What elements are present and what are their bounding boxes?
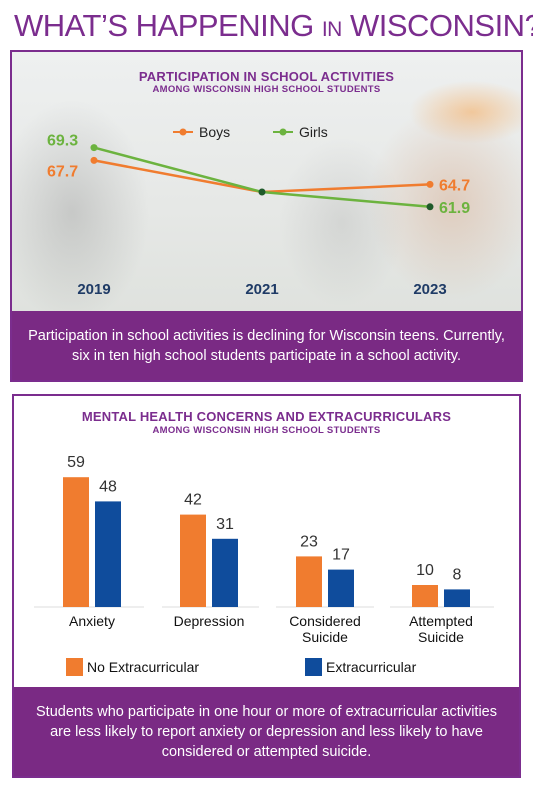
data-label-attempted-suicide-1: 8 — [453, 566, 462, 583]
legend-swatch-no-extracurricular — [66, 658, 83, 676]
title-part2: WISCONSIN? — [341, 8, 533, 43]
category-label-2-1: Suicide — [302, 629, 348, 645]
line-chart-title: PARTICIPATION IN SCHOOL ACTIVITIES — [138, 69, 395, 84]
legend-label-no-extracurricular: No Extracurricular — [87, 659, 199, 675]
mental-health-caption: Students who participate in one hour or … — [14, 687, 519, 776]
mental-health-card: MENTAL HEALTH CONCERNS AND EXTRACURRICUL… — [12, 394, 521, 778]
participation-card: PARTICIPATION IN SCHOOL ACTIVITIES AMONG… — [10, 50, 523, 382]
legend-marker-girls — [279, 128, 287, 136]
data-label-considered-suicide-0: 23 — [300, 533, 318, 550]
category-label-0-0: Anxiety — [69, 613, 115, 629]
point-girls-end — [426, 203, 434, 211]
category-label-3-0: Attempted — [409, 613, 473, 629]
bar-attempted-suicide-extracurricular — [444, 589, 470, 607]
legend-label-extracurricular: Extracurricular — [326, 659, 417, 675]
bar-attempted-suicide-no-extracurricular — [412, 585, 438, 607]
series-line-boys — [93, 159, 431, 194]
mental-health-bar-chart: 5948Anxiety4231Depression2317ConsideredS… — [34, 454, 494, 676]
value-label-girls-2023: 61.9 — [439, 200, 470, 217]
category-label-3-1: Suicide — [418, 629, 464, 645]
x-tick-2019: 2019 — [77, 281, 110, 298]
data-label-considered-suicide-1: 17 — [332, 547, 350, 564]
point-boys-end — [426, 180, 434, 188]
bar-anxiety-extracurricular — [95, 501, 121, 607]
value-label-boys-2019: 67.7 — [47, 163, 78, 180]
x-tick-2023: 2023 — [413, 281, 446, 298]
participation-line-chart: Boys Girls 69.3 67.7 64.7 61.9 2019 2021 2023 — [47, 124, 470, 298]
point-girls-start — [90, 144, 98, 152]
point-2021-shared — [258, 188, 266, 196]
category-label-2-0: Considered — [289, 613, 361, 629]
category-label-1-0: Depression — [174, 613, 245, 629]
point-boys-start — [90, 156, 98, 164]
bar-considered-suicide-extracurricular — [328, 569, 354, 607]
title-small-word: IN — [321, 18, 343, 41]
legend-label-girls: Girls — [299, 124, 328, 140]
bar-anxiety-no-extracurricular — [63, 477, 89, 607]
bar-considered-suicide-no-extracurricular — [296, 556, 322, 607]
page-title: WHAT’S HAPPENING IN WISCONSIN?5 — [14, 8, 533, 44]
data-label-depression-1: 31 — [216, 516, 234, 533]
bar-depression-extracurricular — [212, 538, 238, 607]
bar-chart-subtitle: AMONG WISCONSIN HIGH SCHOOL STUDENTS — [152, 425, 381, 436]
participation-caption: Participation in school activities is de… — [12, 311, 521, 380]
data-label-attempted-suicide-0: 10 — [416, 562, 434, 579]
bar-chart-title: MENTAL HEALTH CONCERNS AND EXTRACURRICUL… — [81, 409, 452, 424]
value-label-boys-2023: 64.7 — [439, 177, 470, 194]
legend-swatch-extracurricular — [305, 658, 322, 676]
data-label-depression-0: 42 — [184, 492, 202, 509]
bar-depression-no-extracurricular — [180, 514, 206, 607]
series-line-girls — [93, 146, 431, 209]
line-chart-subtitle: AMONG WISCONSIN HIGH SCHOOL STUDENTS — [152, 84, 381, 95]
data-label-anxiety-1: 48 — [99, 478, 117, 495]
legend-marker-boys — [179, 128, 187, 136]
legend-label-boys: Boys — [199, 124, 230, 140]
data-label-anxiety-0: 59 — [67, 454, 85, 471]
background-photo — [12, 52, 521, 312]
x-tick-2021: 2021 — [245, 281, 278, 298]
title-part1: WHAT’S HAPPENING — [14, 8, 322, 43]
value-label-girls-2019: 69.3 — [47, 133, 78, 150]
